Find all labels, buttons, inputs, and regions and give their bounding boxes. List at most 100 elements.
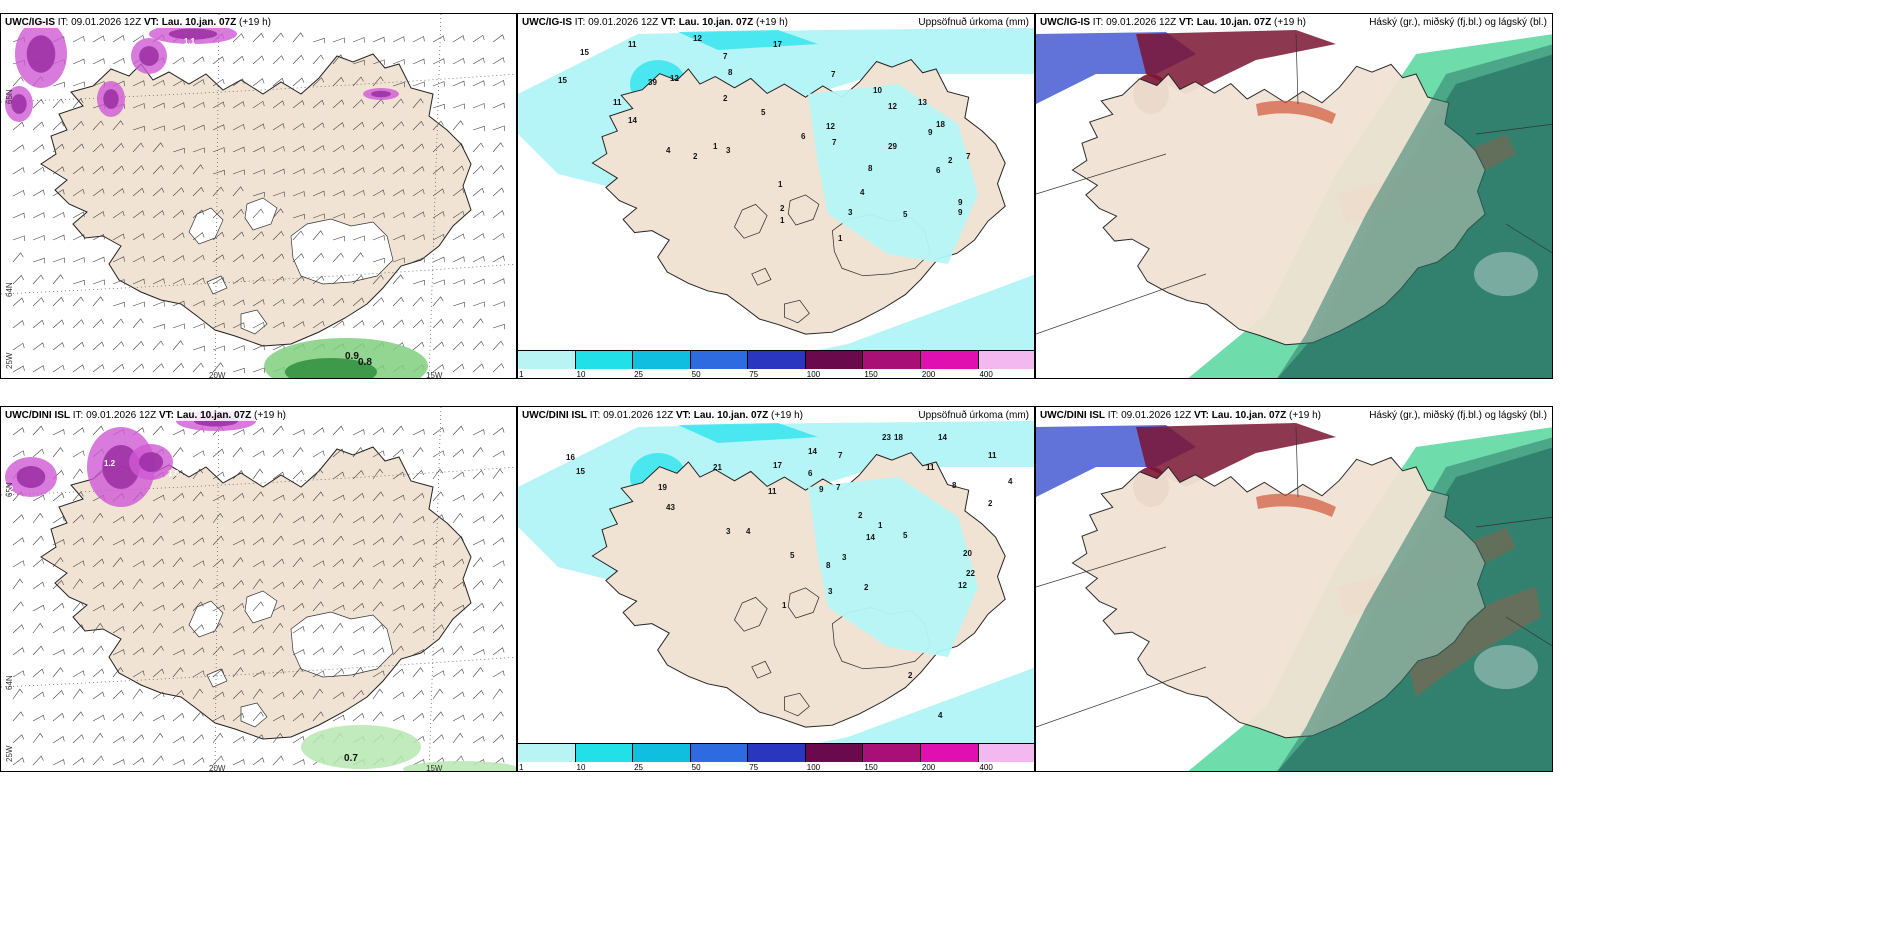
colorbar-swatch	[748, 351, 806, 369]
colorbar-label: 50	[691, 763, 701, 772]
wind-value: 0.8	[358, 357, 372, 368]
colorbar-swatch	[575, 744, 634, 762]
precip-value: 2	[988, 499, 993, 508]
lead-time: (+19 h)	[1274, 17, 1306, 28]
precip-map	[518, 14, 1034, 350]
precip-value: 11	[628, 40, 637, 49]
precip-value: 39	[648, 78, 657, 87]
panel-header: UWC/IG-IS IT: 09.01.2026 12Z VT: Lau. 10…	[1038, 17, 1308, 28]
lon-label: 15W	[426, 371, 443, 379]
precip-value: 3	[828, 587, 833, 596]
precip-value: 9	[928, 128, 933, 137]
model-name: UWC/DINI ISL	[5, 410, 70, 421]
precip-value: 18	[894, 433, 903, 442]
colorbar-label: 50	[691, 370, 701, 379]
precip-value: 3	[842, 553, 847, 562]
it-label: IT:	[72, 410, 84, 421]
precip-value: 7	[723, 52, 728, 61]
model-name: UWC/IG-IS	[522, 17, 572, 28]
precip-value: 11	[926, 463, 935, 472]
precip-value: 4	[666, 146, 671, 155]
precip-value: 3	[848, 208, 853, 217]
colorbar-swatch	[920, 744, 979, 762]
colorbar-label: 25	[634, 370, 644, 379]
colorbar-swatch	[978, 744, 1034, 762]
colorbar-labels: 1 10 25 50 75 100 150 200 400	[518, 370, 1034, 379]
precip-value: 4	[938, 711, 943, 720]
vt-label: VT:	[660, 17, 676, 28]
colorbar-label: 200	[921, 763, 936, 772]
precip-value: 12	[670, 74, 679, 83]
wind-value: 0.7	[344, 753, 358, 764]
precip-value: 9	[819, 485, 824, 494]
it-label: IT:	[574, 17, 586, 28]
panel-header: UWC/IG-IS IT: 09.01.2026 12Z VT: Lau. 10…	[3, 17, 273, 28]
precip-value: 7	[831, 70, 836, 79]
colorbar-label: 100	[806, 370, 821, 379]
precip-value: 17	[773, 40, 782, 49]
colorbar-label: 1	[519, 763, 524, 772]
it-value: 09.01.2026 12Z	[86, 410, 157, 421]
lead-time: (+19 h)	[771, 410, 803, 421]
wind-panel-top: UWC/IG-IS IT: 09.01.2026 12Z VT: Lau. 10…	[0, 13, 517, 379]
precip-value: 19	[658, 483, 667, 492]
cloud-map	[1036, 407, 1552, 771]
precip-value: 8	[952, 481, 957, 490]
vt-label: VT:	[143, 17, 159, 28]
lead-time: (+19 h)	[1289, 410, 1321, 421]
precip-value: 12	[693, 34, 702, 43]
precip-value: 5	[761, 108, 766, 117]
colorbar-label: 10	[576, 370, 586, 379]
cloud-map	[1036, 14, 1552, 378]
colorbar-label: 150	[864, 763, 878, 772]
panel-title: Uppsöfnuð úrkoma (mm)	[916, 410, 1031, 421]
precip-value: 2	[693, 152, 698, 161]
it-value: 09.01.2026 12Z	[1121, 410, 1192, 421]
colorbar-swatch	[978, 351, 1034, 369]
it-value: 09.01.2026 12Z	[588, 17, 659, 28]
precip-value: 8	[728, 68, 733, 77]
precip-value: 11	[768, 487, 777, 496]
vt-value: Lau. 10.jan. 07Z	[678, 17, 754, 28]
colorbar-swatch	[633, 744, 691, 762]
clouds-panel-bottom: UWC/DINI ISL IT: 09.01.2026 12Z VT: Lau.…	[1035, 406, 1553, 772]
colorbar: 1 10 25 50 75 100 150 200 400	[518, 743, 1034, 772]
precip-value: 7	[836, 483, 841, 492]
precip-map	[518, 407, 1034, 743]
lat-label: 65N	[5, 89, 14, 104]
vt-value: Lau. 10.jan. 07Z	[1211, 410, 1287, 421]
vt-label: VT:	[1178, 17, 1194, 28]
precip-value: 10	[873, 86, 882, 95]
model-name: UWC/DINI ISL	[522, 410, 587, 421]
precip-value: 15	[558, 76, 567, 85]
precip-value: 11	[988, 451, 997, 460]
it-value: 09.01.2026 12Z	[1106, 17, 1177, 28]
precip-value: 23	[882, 433, 891, 442]
precip-value: 15	[580, 48, 589, 57]
colorbar-swatch	[518, 744, 576, 762]
vt-value: Lau. 10.jan. 07Z	[1196, 17, 1272, 28]
colorbar-swatch	[575, 351, 634, 369]
precip-value: 43	[666, 503, 675, 512]
precip-value: 5	[903, 531, 908, 540]
colorbar-label: 75	[749, 763, 759, 772]
precip-value: 21	[713, 463, 722, 472]
lat-label: 25W	[5, 745, 14, 762]
colorbar-swatch	[805, 351, 864, 369]
colorbar-swatch	[863, 744, 921, 762]
precip-value: 14	[938, 433, 947, 442]
precip-value: 14	[866, 533, 875, 542]
precip-value: 14	[808, 447, 817, 456]
precip-value: 7	[832, 138, 837, 147]
colorbar-swatch	[633, 351, 691, 369]
colorbar-swatch	[748, 744, 806, 762]
precip-value: 2	[948, 156, 953, 165]
colorbar-swatch	[690, 744, 749, 762]
colorbar-label: 100	[806, 763, 821, 772]
colorbar-label: 200	[921, 370, 936, 379]
vt-value: Lau. 10.jan. 07Z	[693, 410, 769, 421]
wind-value: 1.0	[168, 469, 180, 478]
precip-value: 2	[908, 671, 913, 680]
wind-map	[1, 407, 516, 771]
precip-value: 2	[858, 511, 863, 520]
